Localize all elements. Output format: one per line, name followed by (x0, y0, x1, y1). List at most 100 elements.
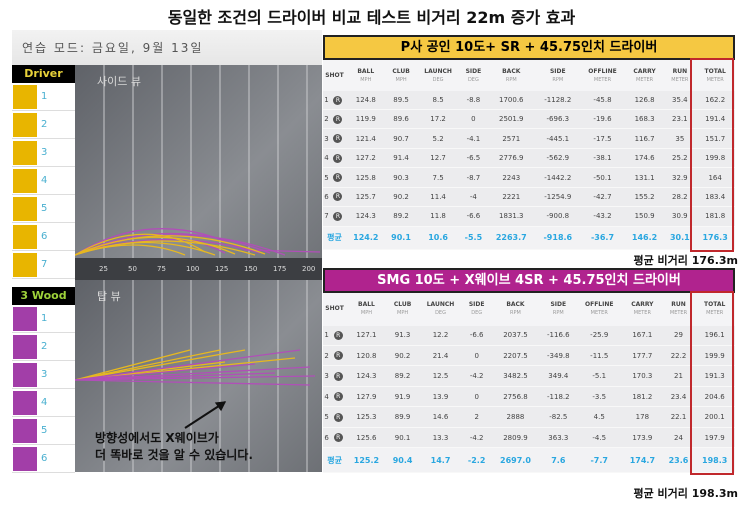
data-cell: -696.3 (535, 109, 581, 130)
column-header: SIDE DEG (462, 293, 491, 326)
data-cell: 21.4 (418, 345, 463, 367)
average-cell: 7.6 (540, 447, 577, 473)
shot-list-item[interactable]: 4 (12, 167, 75, 195)
note-line-1: 방향성에서도 X웨이브가 (95, 431, 219, 445)
data-cell: 363.3 (540, 427, 577, 449)
shot-number-cell: 4 (323, 386, 331, 408)
average-cell: 146.2 (624, 226, 665, 251)
data-cell: 197.9 (694, 427, 735, 449)
column-header: CARRY METER (624, 60, 665, 92)
data-cell: 124.3 (346, 365, 387, 387)
data-cell: 127.2 (345, 148, 386, 169)
data-cell: 126.8 (624, 91, 665, 111)
table-row[interactable]: 1 R 127.1 91.3 12.2 -6.6 2037.5 -116.6 -25.9 167.… (323, 325, 735, 346)
average-cell: 198.3 (694, 447, 735, 473)
table-row[interactable]: 4 R 127.9 91.9 13.9 0 2756.8 -118.2 -3.5 181.2 23.… (323, 386, 735, 408)
shot-list-item[interactable]: 6 (12, 445, 75, 473)
table-header-row: SHOT BALL MPH CLUB MPH LAUNCH DEG SIDE DEG BACK RP… (323, 293, 735, 326)
table-row[interactable]: 6 R 125.6 90.1 13.3 -4.2 2809.9 363.3 -4.5 173.9 2… (323, 427, 735, 449)
table-row[interactable]: 2 R 119.9 89.6 17.2 0 2501.9 -696.3 -19.6 168.3 23… (323, 109, 735, 130)
table-row[interactable]: 3 R 124.3 89.2 12.5 -4.2 3482.5 349.4 -5.1 170.3 2… (323, 365, 735, 387)
data-cell: -1254.9 (535, 187, 581, 208)
table-row[interactable]: 4 R 127.2 91.4 12.7 -6.5 2776.9 -562.9 -38.1 174.… (323, 148, 735, 169)
shot-list-item[interactable]: 2 (12, 111, 75, 139)
data-cell: 4.5 (576, 406, 623, 428)
shot-number-cell: 3 (323, 128, 330, 149)
axis-tick-label: 100 (186, 265, 200, 273)
shot-color-swatch (13, 418, 37, 443)
column-unit: METER (633, 310, 651, 317)
table2-total-highlight (690, 291, 734, 475)
table-row[interactable]: 7 R 124.3 89.2 11.8 -6.6 1831.3 -900.8 -43.2 150.… (323, 206, 735, 227)
data-cell: 178 (622, 406, 663, 428)
column-title: LAUNCH (426, 301, 455, 309)
column-unit: METER (590, 310, 608, 317)
data-cell: 2756.8 (490, 386, 541, 408)
table-row[interactable]: 1 R 124.8 89.5 8.5 -8.8 1700.6 -1128.2 -45.8 126.… (323, 91, 735, 111)
shot-color-swatch (13, 446, 37, 471)
shot-number: 4 (41, 397, 48, 408)
shot-list-item[interactable]: 5 (12, 195, 75, 223)
data-cell: 191.3 (694, 365, 735, 387)
shot-list-item[interactable]: 3 (12, 139, 75, 167)
average-cell: -36.7 (580, 226, 625, 251)
table-row[interactable]: 2 R 120.8 90.2 21.4 0 2207.5 -349.8 -11.5 177.7 22… (323, 345, 735, 367)
table-row[interactable]: 5 R 125.8 90.3 7.5 -8.7 2243 -1442.2 -50.1 131.1 3… (323, 167, 735, 188)
data-cell: 90.2 (385, 187, 417, 208)
data-cell: 124.3 (345, 206, 386, 227)
average-cell: 124.2 (345, 226, 386, 251)
average-cell: 2263.7 (487, 226, 536, 251)
shot-list-item[interactable]: 3 (12, 361, 75, 389)
shot-list-item[interactable]: 7 (12, 251, 75, 279)
data-cell: 116.7 (624, 128, 665, 149)
table-row[interactable]: 5 R 125.3 89.9 14.6 2 2888 -82.5 4.5 178 22.1 200.1 (323, 406, 735, 428)
column-header: BACK RPM (487, 60, 536, 92)
club-driver-label[interactable]: Driver (12, 65, 75, 83)
data-cell: 177.7 (622, 345, 663, 367)
data-cell: 13.9 (418, 386, 463, 408)
shot-number: 7 (41, 259, 48, 270)
club-3wood-label[interactable]: 3 Wood (12, 287, 75, 305)
shot-list-item[interactable]: 2 (12, 333, 75, 361)
data-cell: 121.4 (345, 128, 386, 149)
data-cell: -8.8 (459, 91, 488, 111)
table-row[interactable]: 3 R 121.4 90.7 5.2 -4.1 2571 -445.1 -17.5 116.7 35… (323, 128, 735, 149)
shot-list-item[interactable]: 4 (12, 389, 75, 417)
average-cell: 14.7 (418, 447, 463, 473)
data-cell: 119.9 (345, 109, 386, 130)
shot-list-item[interactable]: 1 (12, 305, 75, 333)
data-cell: -4.5 (576, 427, 623, 449)
column-unit: METER (593, 76, 612, 83)
column-unit: RPM (510, 310, 521, 317)
shot-list-item[interactable]: 1 (12, 83, 75, 111)
side-view-label: 사이드 뷰 (97, 75, 141, 88)
shot-number-cell: 5 (323, 167, 330, 188)
column-title: SIDE (468, 301, 485, 309)
data-cell: -4.2 (462, 365, 491, 387)
shot-color-swatch (13, 112, 37, 137)
average-cell: 10.6 (416, 226, 460, 251)
data-cell: 2888 (490, 406, 541, 428)
data-cell: 90.7 (385, 128, 417, 149)
shot-list-item[interactable]: 5 (12, 417, 75, 445)
column-title: RUN (672, 67, 688, 75)
right-hand-badge-icon: R (333, 211, 343, 221)
data-cell: 13.3 (418, 427, 463, 449)
top-view-label: 탑 뷰 (97, 290, 121, 303)
data-cell: -82.5 (540, 406, 577, 428)
shot-list-item[interactable]: 6 (12, 223, 75, 251)
annotation-note: 방향성에서도 X웨이브가 더 똑바로 것을 알 수 있습니다. (95, 430, 253, 464)
shot-number-cell: 1 (323, 325, 331, 346)
data-cell: -6.6 (459, 206, 488, 227)
average-cell: 90.4 (386, 447, 419, 473)
data-cell: -349.8 (540, 345, 577, 367)
column-unit: METER (636, 76, 654, 83)
data-cell: 127.1 (346, 325, 387, 346)
average-cell: 23.6 (662, 447, 695, 473)
shot-number-cell: 2 (323, 109, 330, 130)
data-cell: 22.1 (662, 406, 695, 428)
shot-color-swatch (13, 196, 37, 221)
average-row: 평균 124.2 90.1 10.6 -5.5 2263.7 -918.6 -36.7 146.… (323, 226, 735, 251)
table-row[interactable]: 6 R 125.7 90.2 11.4 -4 2221 -1254.9 -42.7 155.2 28… (323, 187, 735, 208)
